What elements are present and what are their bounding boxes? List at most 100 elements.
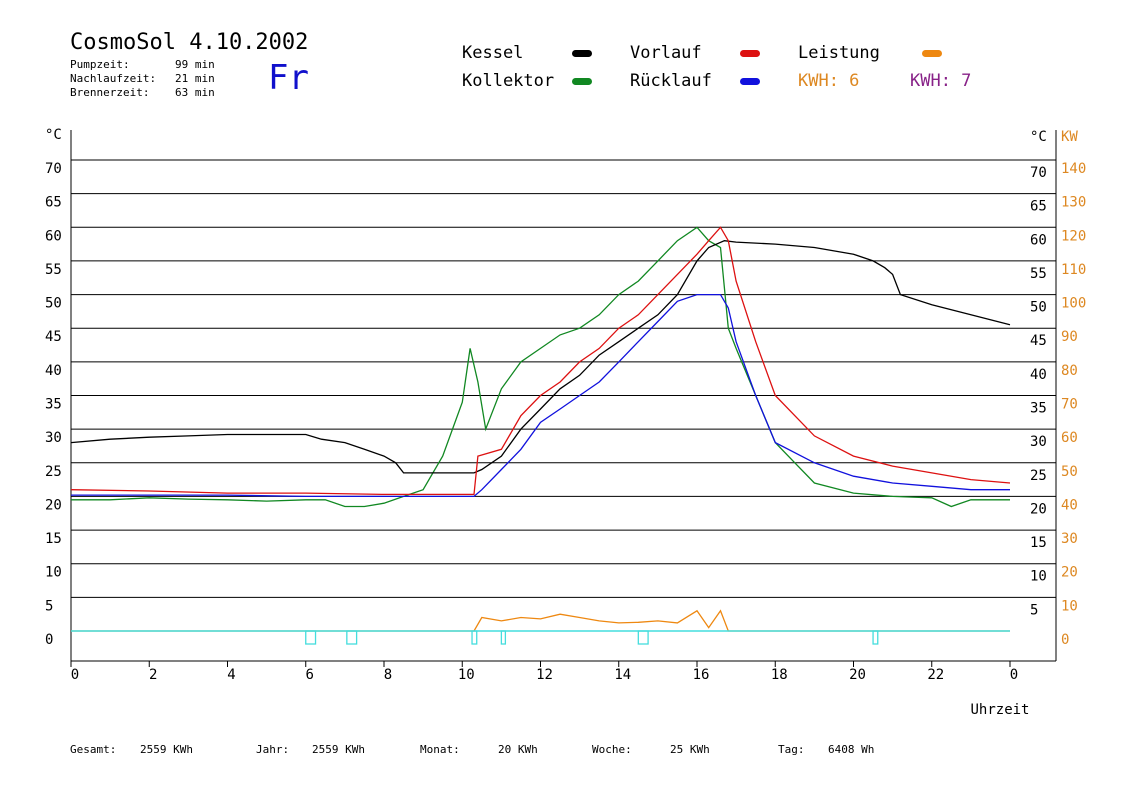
chart-title: CosmoSol 4.10.2002 [70, 30, 309, 55]
x-axis-label: Uhrzeit [970, 702, 1029, 718]
y-tick-kw: 110 [1061, 262, 1086, 278]
y-tick-kw: 130 [1061, 195, 1086, 211]
series-ruecklauf [71, 293, 1010, 498]
footer-year-label: Jahr: [256, 743, 290, 756]
y-tick-left: 30 [45, 430, 62, 446]
y-tick-right: 5 [1030, 602, 1038, 618]
pump-on-marker [637, 630, 649, 645]
x-tick-label: 4 [227, 667, 235, 683]
y-tick-kw: 60 [1061, 430, 1078, 446]
y-tick-right: 10 [1030, 569, 1047, 585]
pump-time-value: 99 min [175, 58, 215, 71]
y-tick-kw: 70 [1061, 397, 1078, 413]
y-axis-label-kw: KW [1061, 129, 1078, 145]
pump-time-label: Pumpzeit: [70, 58, 130, 71]
legend-vorlauf-swatch [740, 50, 760, 57]
x-tick-label: 16 [693, 667, 710, 683]
x-tick-label: 6 [306, 667, 314, 683]
y-axis-label-left: °C [45, 127, 62, 143]
x-tick-label: 12 [536, 667, 553, 683]
y-tick-right: 45 [1030, 333, 1047, 349]
pump-on-marker [305, 630, 317, 645]
y-tick-left: 25 [45, 464, 62, 480]
burner-time-label: Brennerzeit: [70, 86, 150, 99]
y-tick-kw: 100 [1061, 296, 1086, 312]
y-tick-right: 50 [1030, 300, 1047, 316]
footer-week-value: 25 KWh [670, 743, 710, 756]
y-tick-kw: 90 [1061, 329, 1078, 345]
y-tick-left: 15 [45, 531, 62, 547]
y-tick-right: 35 [1030, 401, 1047, 417]
pump-on-marker [346, 630, 358, 645]
y-tick-left: 60 [45, 228, 62, 244]
x-tick-label: 14 [614, 667, 631, 683]
y-tick-kw: 40 [1061, 497, 1078, 513]
footer-day-value: 6408 Wh [828, 743, 875, 756]
x-tick-label: 18 [771, 667, 788, 683]
pump-on-marker [872, 630, 879, 645]
legend-kwh-2: KWH: 7 [910, 71, 972, 91]
y-tick-left: 65 [45, 195, 62, 211]
footer-month-label: Monat: [420, 743, 460, 756]
footer-week-label: Woche: [592, 743, 632, 756]
y-tick-kw: 120 [1061, 228, 1086, 244]
after-run-time-value: 21 min [175, 72, 215, 85]
y-tick-right: 30 [1030, 434, 1047, 450]
y-tick-kw: 0 [1061, 632, 1069, 648]
y-tick-right: 40 [1030, 367, 1047, 383]
y-tick-left: 70 [45, 161, 62, 177]
y-tick-left: 35 [45, 397, 62, 413]
y-tick-left: 40 [45, 363, 62, 379]
x-tick-label: 8 [384, 667, 392, 683]
footer-total-value: 2559 KWh [140, 743, 193, 756]
y-tick-kw: 140 [1061, 161, 1086, 177]
x-tick-label: 0 [71, 667, 79, 683]
y-tick-right: 60 [1030, 232, 1047, 248]
y-tick-left: 50 [45, 296, 62, 312]
legend-ruecklauf-swatch [740, 78, 760, 85]
y-tick-kw: 20 [1061, 565, 1078, 581]
y-tick-kw: 50 [1061, 464, 1078, 480]
y-tick-right: 55 [1030, 266, 1047, 282]
legend-kwh-1: KWH: 6 [798, 71, 860, 91]
legend-leistung-label: Leistung [798, 43, 880, 63]
y-tick-right: 70 [1030, 165, 1047, 181]
footer-year-value: 2559 KWh [312, 743, 365, 756]
legend-kessel-label: Kessel [462, 43, 524, 63]
x-tick-label: 20 [849, 667, 866, 683]
legend-kollektor-label: Kollektor [462, 71, 555, 91]
x-tick-label: 2 [149, 667, 157, 683]
pump-on-marker [471, 630, 478, 645]
y-tick-right: 20 [1030, 501, 1047, 517]
grid-lines [71, 159, 1056, 598]
y-tick-kw: 80 [1061, 363, 1078, 379]
y-tick-left: 5 [45, 598, 53, 614]
y-tick-left: 55 [45, 262, 62, 278]
series-kollektor [71, 226, 1010, 508]
footer-month-value: 20 KWh [498, 743, 538, 756]
legend-ruecklauf-label: Rücklauf [630, 71, 712, 91]
footer-day-label: Tag: [778, 743, 805, 756]
legend-leistung-swatch [922, 50, 942, 57]
pump-status-line [71, 630, 1010, 645]
legend-vorlauf-label: Vorlauf [630, 43, 702, 63]
series-lines [70, 226, 1011, 632]
x-tick-label: 22 [927, 667, 944, 683]
y-tick-left: 10 [45, 565, 62, 581]
y-axis-label-right: °C [1030, 129, 1047, 145]
y-tick-kw: 30 [1061, 531, 1078, 547]
chart-axes: 0510152025303540455055606570510152025303… [45, 127, 1086, 718]
series-vorlauf [70, 226, 1011, 496]
y-tick-kw: 10 [1061, 598, 1078, 614]
x-tick-label: 10 [458, 667, 475, 683]
footer-total-label: Gesamt: [70, 743, 117, 756]
legend-kessel-swatch [572, 50, 592, 57]
after-run-time-label: Nachlaufzeit: [70, 72, 157, 85]
weekday-label: Fr [268, 58, 309, 98]
y-tick-right: 15 [1030, 535, 1047, 551]
y-tick-left: 45 [45, 329, 62, 345]
series-kessel [70, 240, 1011, 474]
pump-on-marker [500, 630, 507, 645]
y-tick-left: 0 [45, 632, 53, 648]
